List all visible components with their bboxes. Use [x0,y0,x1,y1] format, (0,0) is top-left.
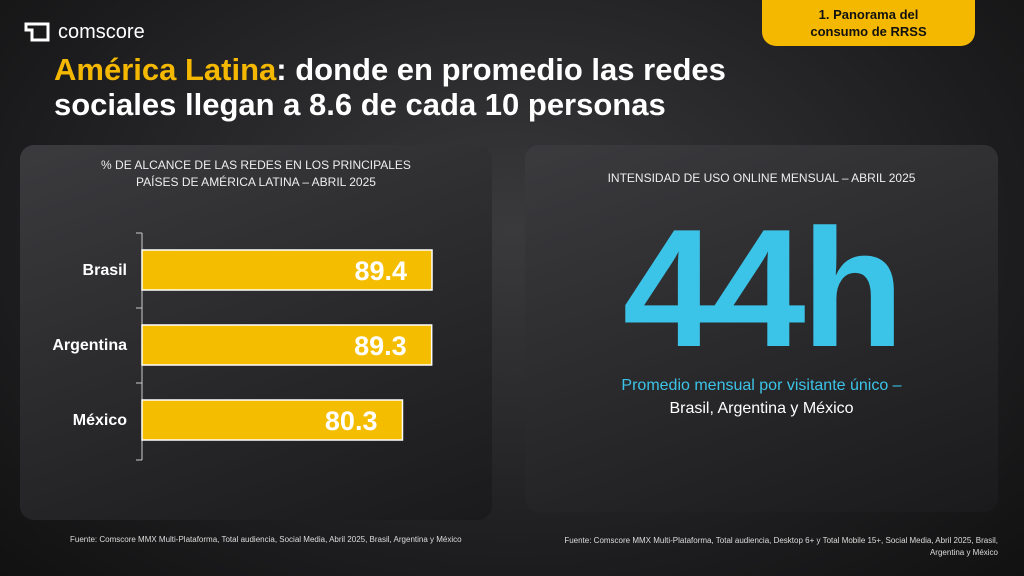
kpi-caption: Brasil, Argentina y México [669,400,854,417]
chart-title: % DE ALCANCE DE LAS REDES EN LOS PRINCIP… [101,158,411,189]
section-tag: 1. Panorama del consumo de RRSS [762,0,975,46]
headline-text: : donde en promedio las redes sociales l… [54,52,726,122]
category-label: Argentina [52,337,127,354]
kpi-panel: INTENSIDAD DE USO ONLINE MENSUAL – ABRIL… [525,145,998,512]
headline-highlight: América Latina [54,52,277,87]
brand: comscore [58,21,145,43]
kpi-caption: Promedio mensual por visitante único – [621,377,902,394]
value-label: 89.3 [354,331,407,361]
source-left: Fuente: Comscore MMX Multi-Plataforma, T… [70,535,462,544]
chart-panel: % DE ALCANCE DE LAS REDES EN LOS PRINCIP… [20,145,492,520]
logo-mark [24,22,50,42]
kpi-title: INTENSIDAD DE USO ONLINE MENSUAL – ABRIL… [607,171,916,185]
value-label: 80.3 [325,406,378,436]
bar [141,324,433,366]
headline: América Latina: donde en promedio las re… [54,52,814,122]
bar [141,249,433,291]
bar [141,399,404,441]
category-label: Brasil [83,262,127,279]
source-right: Fuente: Comscore MMX Multi-Plataforma, T… [564,536,998,557]
logo-icon [24,22,50,42]
category-label: México [73,412,127,429]
kpi-value: 44h [622,194,905,382]
value-label: 89.4 [354,256,407,286]
bar-chart: Brasil 89.4 Argentina 89.3 México 80.3 [52,232,433,461]
